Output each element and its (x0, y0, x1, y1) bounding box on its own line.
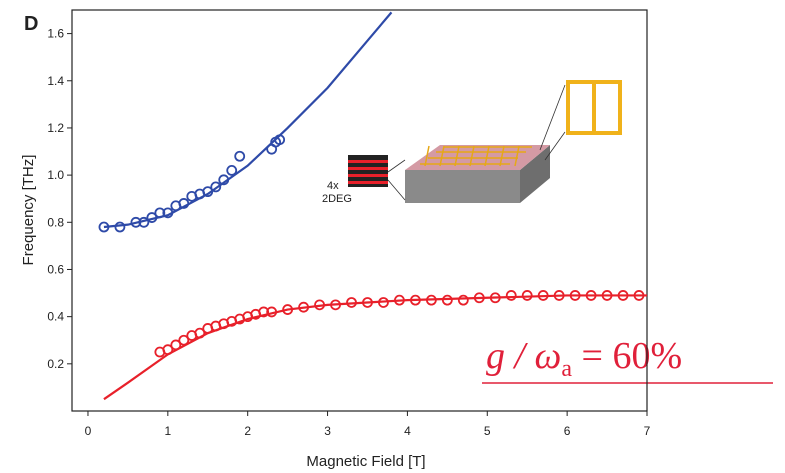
data-point (507, 291, 516, 300)
y-tick-label: 0.2 (47, 357, 64, 371)
layer-stack (348, 155, 388, 187)
x-tick-label: 2 (244, 424, 251, 438)
stack-lines (388, 160, 405, 200)
y-tick-label: 0.8 (47, 215, 64, 229)
resonator-zoom (568, 82, 620, 133)
y-tick-label: 1.2 (47, 121, 64, 135)
annotation-rest: = 60% (572, 335, 682, 377)
y-tick-label: 1.4 (47, 74, 64, 88)
data-point (235, 152, 244, 161)
inset-label: 2DEG (322, 193, 352, 205)
x-tick-label: 1 (164, 424, 171, 438)
x-tick-label: 0 (85, 424, 92, 438)
y-tick-label: 0.6 (47, 262, 64, 276)
x-tick-label: 4 (404, 424, 411, 438)
panel-label: D (24, 13, 38, 35)
annotation-text: g / ω (486, 335, 561, 377)
data-point (227, 166, 236, 175)
x-axis-label: Magnetic Field [T] (306, 453, 425, 470)
inset-diagram: 4x 2DEG (322, 82, 620, 205)
x-tick-label: 7 (644, 424, 651, 438)
y-tick-label: 1.0 (47, 168, 64, 182)
chart: D Magnetic Field [T] Frequency [THz] 4x … (0, 0, 785, 473)
x-tick-label: 6 (564, 424, 571, 438)
y-axis-label: Frequency [THz] (20, 155, 37, 266)
coupling-annotation: g / ωa = 60% (486, 335, 682, 382)
x-tick-label: 3 (324, 424, 331, 438)
y-tick-label: 0.4 (47, 310, 64, 324)
y-tick-label: 1.6 (47, 27, 64, 41)
substrate-front (405, 170, 520, 203)
data-point (115, 223, 124, 232)
inset-label: 4x (327, 180, 339, 192)
annotation-subscript: a (561, 356, 572, 382)
data-point (459, 296, 468, 305)
x-tick-label: 5 (484, 424, 491, 438)
